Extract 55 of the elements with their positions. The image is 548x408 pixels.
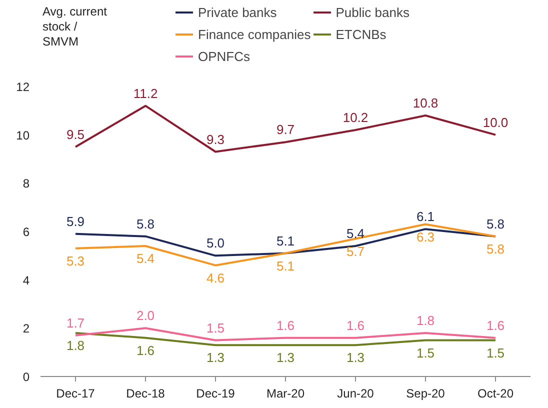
y-tick-label: 4 [22, 273, 30, 288]
data-label: 1.5 [486, 345, 505, 360]
data-label: 9.3 [206, 132, 225, 147]
legend-label: Public banks [336, 4, 410, 20]
y-tick-label: 10 [16, 128, 30, 142]
x-tick-label: Dec-18 [126, 386, 166, 400]
data-label: 5.7 [346, 244, 365, 259]
data-label: 1.6 [486, 318, 505, 333]
data-label: 10.0 [482, 114, 508, 130]
data-label: 5.4 [136, 251, 155, 266]
data-label: 5.3 [66, 253, 85, 268]
data-label: 5.1 [276, 233, 295, 248]
data-label: 1.8 [416, 313, 435, 328]
data-label: 1.3 [206, 350, 225, 366]
y-tick-label: 8 [22, 176, 30, 191]
data-label: 10.2 [342, 110, 368, 125]
x-tick-label: Dec-17 [56, 386, 96, 400]
x-tick-label: Dec-19 [196, 386, 236, 400]
data-label: 9.7 [276, 122, 295, 138]
legend-label: ETCNBs [336, 26, 386, 42]
x-tick-label: Mar-20 [266, 386, 305, 400]
data-label: 5.8 [136, 216, 155, 232]
data-label: 5.9 [66, 214, 85, 229]
data-label: 5.0 [206, 236, 225, 251]
data-label: 11.2 [133, 86, 158, 101]
data-label: 2.0 [136, 308, 155, 324]
data-label: 1.8 [66, 338, 85, 353]
data-label: 1.3 [346, 350, 365, 366]
y-tick-label: 12 [16, 80, 30, 94]
data-label: 5.8 [486, 216, 505, 232]
data-label: 5.1 [276, 258, 295, 274]
x-tick-label: Oct-20 [477, 386, 514, 400]
data-label: 1.7 [66, 315, 85, 330]
x-tick-label: Sep-20 [406, 386, 446, 400]
x-tick-label: Jun-20 [337, 386, 374, 400]
data-label: 1.6 [136, 342, 155, 358]
data-label: 1.5 [416, 345, 435, 360]
data-label: 10.8 [412, 96, 438, 110]
data-label: 1.6 [346, 318, 365, 333]
data-label: 1.3 [276, 350, 295, 366]
y-tick-label: 6 [22, 225, 30, 239]
data-label: 4.6 [206, 270, 225, 286]
legend-label: OPNFCs [198, 48, 250, 64]
data-label: 6.3 [416, 229, 435, 244]
data-label: 5.8 [486, 241, 505, 256]
data-label: 1.6 [276, 318, 295, 333]
y-axis-title: Avg. current stock / SMVM [42, 4, 108, 48]
y-tick-label: 2 [22, 322, 30, 336]
data-label: 1.5 [206, 320, 225, 336]
data-label: 9.5 [66, 126, 85, 142]
data-label: 6.1 [416, 209, 435, 224]
y-tick-label: 0 [22, 370, 30, 384]
data-label: 5.4 [346, 226, 365, 241]
legend-label: Finance companies [198, 26, 311, 42]
legend-label: Private banks [198, 4, 277, 20]
